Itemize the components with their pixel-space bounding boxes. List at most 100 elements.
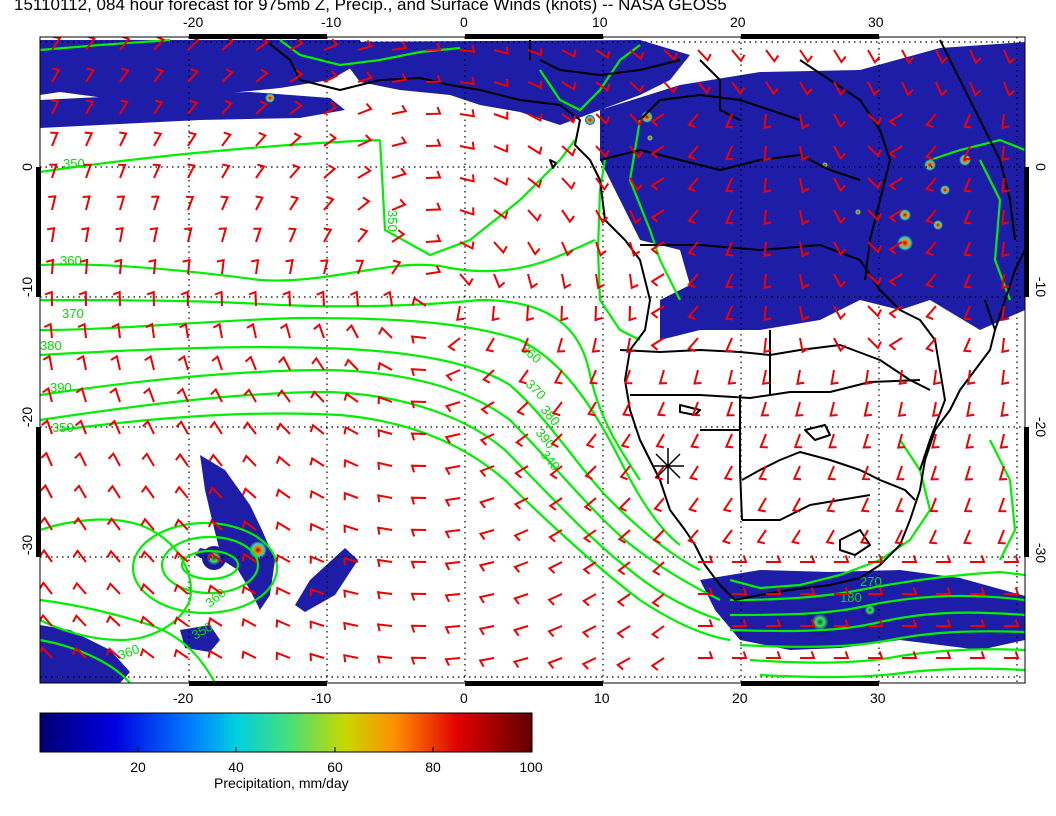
- wind-barb: [40, 581, 53, 595]
- wind-barb: [323, 195, 335, 211]
- wind-barb: [930, 465, 939, 481]
- wind-barb: [928, 529, 938, 545]
- wind-barb: [241, 552, 257, 563]
- wind-barb: [591, 337, 600, 353]
- wind-barb: [527, 241, 541, 256]
- wind-barb: [722, 497, 733, 513]
- wind-barb: [279, 322, 291, 339]
- wind-barb: [698, 587, 714, 595]
- wind-barb: [1004, 651, 1020, 659]
- wind-barb: [173, 583, 189, 595]
- wind-barb: [581, 657, 597, 670]
- svg-text:350: 350: [385, 210, 400, 232]
- wind-barb: [109, 387, 121, 403]
- star-marker: [652, 448, 684, 484]
- svg-text:-10: -10: [1033, 277, 1049, 297]
- svg-text:0: 0: [460, 690, 468, 706]
- wind-barb: [48, 195, 57, 211]
- wind-barb: [425, 138, 442, 147]
- wind-barb: [482, 369, 495, 384]
- wind-barb: [174, 518, 189, 531]
- wind-barb: [756, 529, 767, 545]
- wind-barb: [663, 49, 679, 62]
- wind-barb: [888, 209, 903, 223]
- wind-barb: [207, 649, 223, 659]
- wind-barb: [970, 555, 986, 563]
- wind-barb: [724, 305, 734, 321]
- wind-barb: [479, 497, 495, 509]
- wind-barb: [357, 196, 371, 211]
- wind-barb: [72, 581, 87, 595]
- wind-barb: [997, 529, 1006, 545]
- wind-barb: [241, 585, 257, 595]
- wind-barb: [210, 387, 223, 403]
- wind-barb: [40, 548, 53, 563]
- wind-barb: [176, 387, 189, 403]
- svg-text:370: 370: [523, 377, 549, 403]
- wind-barb: [698, 619, 714, 627]
- wind-barb: [516, 401, 529, 416]
- wind-barb: [343, 425, 359, 435]
- wind-barb: [71, 646, 87, 659]
- wind-barb: [383, 290, 393, 307]
- wind-barbs: [40, 37, 1020, 671]
- wind-barb: [833, 177, 847, 193]
- wind-barb: [561, 81, 577, 91]
- wind-barb: [997, 497, 1007, 513]
- wind-barb: [514, 433, 529, 448]
- wind-barb: [493, 46, 509, 55]
- wind-barb: [459, 207, 475, 216]
- wind-barb: [187, 131, 198, 147]
- wind-barb: [833, 209, 847, 225]
- wind-barb: [289, 100, 303, 115]
- wind-barb: [925, 209, 937, 225]
- wind-barb: [521, 337, 530, 353]
- wind-barb: [859, 529, 869, 545]
- wind-barb: [732, 587, 748, 595]
- wind-barb: [309, 423, 325, 435]
- wind-barb: [255, 163, 266, 179]
- wind-barb: [278, 355, 291, 371]
- wind-barb: [867, 241, 882, 254]
- wind-barb: [513, 497, 529, 510]
- wind-barb: [888, 241, 903, 255]
- wind-barb: [867, 305, 882, 318]
- wind-barb: [860, 497, 870, 513]
- wind-barb: [425, 42, 442, 51]
- wind-barb: [936, 587, 952, 595]
- wind-barb: [556, 337, 566, 353]
- wind-barb: [1003, 49, 1016, 65]
- wind-barb: [73, 516, 87, 531]
- wind-barb: [493, 209, 509, 220]
- wind-barb: [410, 464, 427, 473]
- wind-barb: [140, 517, 155, 531]
- wind-barb: [925, 273, 937, 289]
- wind-barb: [867, 209, 882, 222]
- wind-barb: [343, 621, 359, 631]
- wind-barb: [251, 258, 260, 275]
- wind-barb: [833, 305, 847, 321]
- svg-text:0: 0: [1033, 163, 1049, 171]
- wind-barb: [75, 386, 87, 403]
- wind-barb: [759, 433, 768, 449]
- wind-barb: [969, 49, 982, 65]
- wind-barb: [179, 322, 189, 339]
- wind-barb: [651, 561, 665, 576]
- wind-barb: [888, 337, 903, 351]
- wind-barb: [41, 419, 53, 435]
- wind-barb: [868, 555, 884, 563]
- wind-barb: [187, 99, 199, 115]
- wind-barb: [444, 561, 461, 571]
- wind-barb: [493, 144, 509, 153]
- wind-barb: [553, 369, 563, 385]
- wind-barb: [663, 81, 678, 94]
- wind-barb: [309, 652, 325, 662]
- wind-barb: [357, 134, 373, 147]
- wind-barb: [731, 81, 746, 96]
- svg-text:60: 60: [327, 759, 343, 775]
- wind-barb: [255, 195, 264, 211]
- wind-barb: [732, 651, 748, 659]
- wind-barb: [1000, 401, 1009, 418]
- wind-barb: [185, 195, 195, 211]
- wind-barb: [316, 290, 325, 307]
